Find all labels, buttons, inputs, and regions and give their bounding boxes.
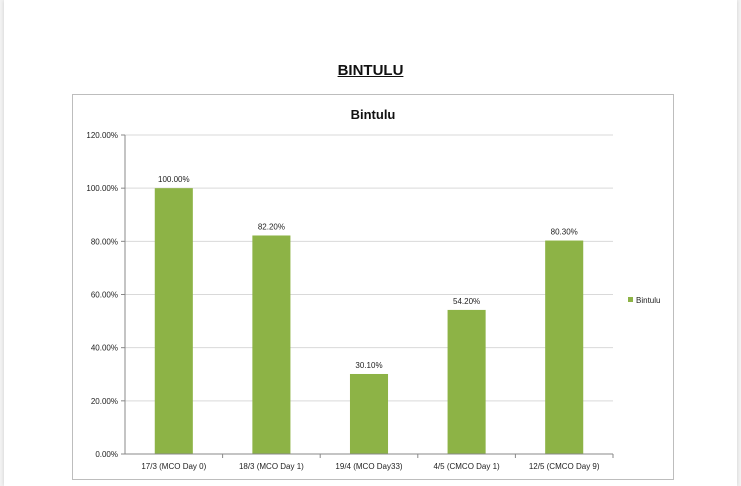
legend-swatch [628, 297, 633, 302]
legend: Bintulu [628, 296, 660, 305]
x-tick-label: 4/5 (CMCO Day 1) [433, 462, 500, 471]
data-label: 30.10% [355, 361, 382, 370]
data-label: 80.30% [551, 228, 578, 237]
bars: 100.00% 82.20% 30.10% 54.20% 80.30% [154, 175, 584, 454]
x-axis-ticks: 17/3 (MCO Day 0) 18/3 (MCO Day 1) 19/4 (MC… [141, 454, 614, 471]
data-label: 54.20% [453, 297, 480, 306]
y-tick-label: 80.00% [91, 237, 118, 246]
bar [154, 188, 193, 454]
bar-chart: Bintulu 0.00% 20.00% 40.00% 60.00% 80.00% 100… [86, 107, 660, 471]
x-tick-label: 17/3 (MCO Day 0) [141, 462, 206, 471]
document-page: BINTULU Bintulu 0.00% 20.00% 40.00% 60.00% 8… [4, 0, 737, 486]
data-label: 82.20% [258, 222, 285, 231]
y-tick-label: 20.00% [91, 397, 118, 406]
page-heading: BINTULU [337, 62, 404, 79]
y-tick-label: 0.00% [95, 450, 118, 459]
x-tick-label: 19/4 (MCO Day33) [335, 462, 402, 471]
bar [545, 240, 584, 454]
chart-title: Bintulu [351, 107, 396, 122]
y-tick-label: 60.00% [91, 291, 118, 300]
bar [252, 235, 291, 454]
y-axis-ticks: 0.00% 20.00% 40.00% 60.00% 80.00% 100.00% 120.… [86, 131, 125, 459]
bar [447, 309, 486, 454]
y-tick-label: 100.00% [86, 184, 118, 193]
chart-frame: Bintulu 0.00% 20.00% 40.00% 60.00% 80.00% 100… [72, 94, 674, 480]
bar [349, 373, 389, 454]
y-tick-label: 120.00% [86, 131, 118, 140]
x-tick-label: 18/3 (MCO Day 1) [239, 462, 304, 471]
legend-label: Bintulu [636, 296, 660, 305]
x-tick-label: 12/5 (CMCO Day 9) [529, 462, 600, 471]
data-label: 100.00% [158, 175, 190, 184]
y-tick-label: 40.00% [91, 344, 118, 353]
gridlines [125, 134, 613, 402]
